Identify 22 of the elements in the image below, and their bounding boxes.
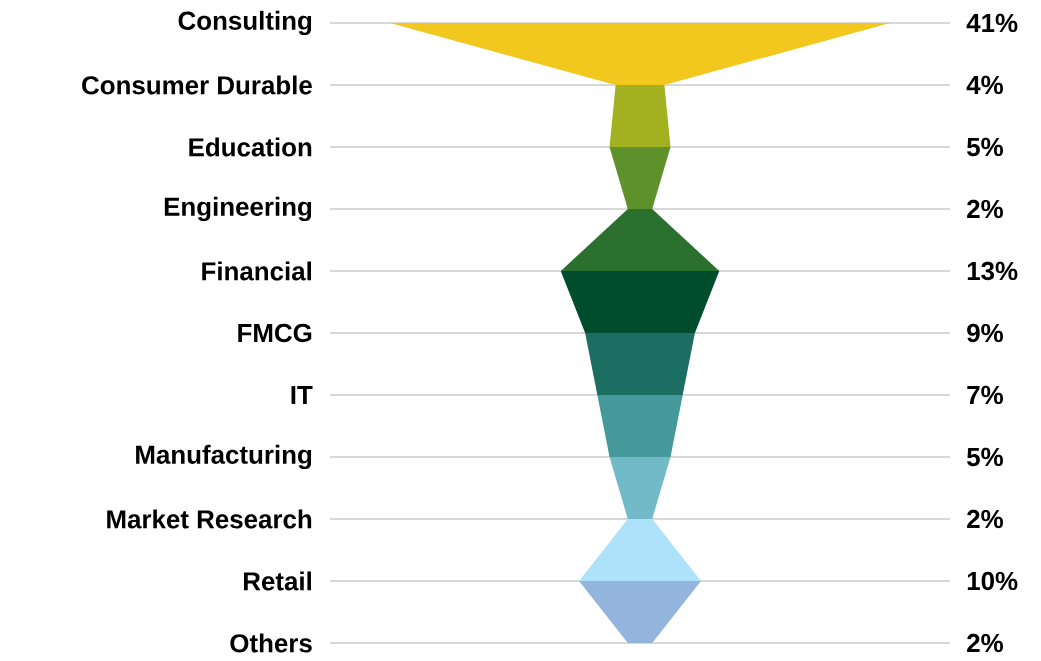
category-label: Market Research bbox=[107, 509, 312, 529]
data-label: 41% bbox=[966, 13, 1018, 33]
data-label: 7% bbox=[967, 385, 1003, 405]
data-label: 2% bbox=[967, 509, 1003, 529]
data-label: 5% bbox=[967, 137, 1003, 157]
data-label: 2% bbox=[967, 633, 1003, 653]
category-label: Retail bbox=[244, 571, 311, 591]
data-label: 13% bbox=[967, 261, 1018, 281]
category-label: Financial bbox=[202, 261, 311, 281]
category-label: Manufacturing bbox=[136, 444, 312, 470]
data-label: 4% bbox=[966, 75, 1003, 95]
category-label: Consumer Durable bbox=[82, 75, 312, 95]
category-label: Others bbox=[230, 633, 312, 653]
data-label: 2% bbox=[967, 199, 1003, 219]
category-label: Engineering bbox=[164, 196, 312, 222]
data-label: 5% bbox=[967, 447, 1003, 467]
data-label: 10% bbox=[967, 571, 1018, 591]
category-label: Education bbox=[189, 137, 312, 157]
category-label: Consulting bbox=[178, 10, 312, 36]
category-label: FMCG bbox=[238, 323, 312, 343]
data-label: 9% bbox=[967, 323, 1003, 343]
category-label: IT bbox=[291, 386, 313, 404]
